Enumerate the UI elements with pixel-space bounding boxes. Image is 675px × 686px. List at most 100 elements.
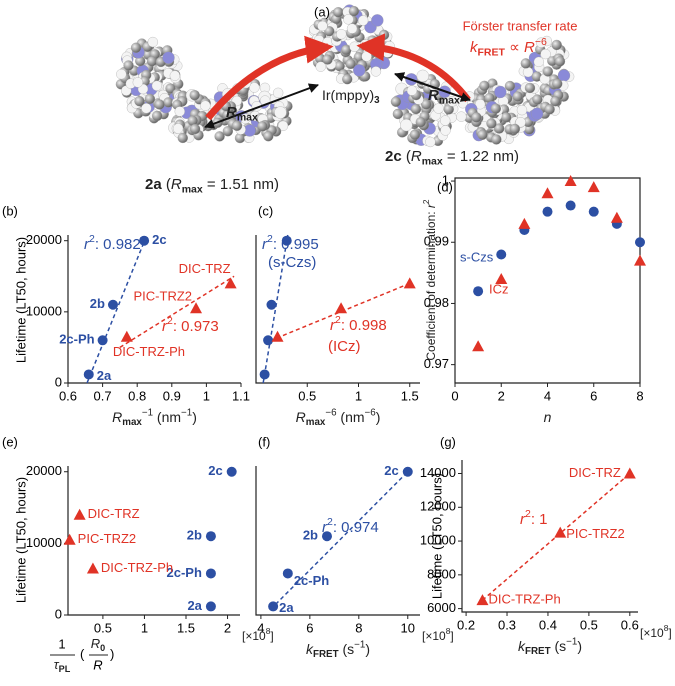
atom (471, 112, 482, 123)
atom (532, 94, 543, 105)
atom (504, 80, 516, 92)
text-part: R (171, 176, 182, 193)
y-axis-label: Lifetime (LT50, hours) (429, 473, 444, 599)
x-tick-label: 6 (590, 388, 597, 403)
atom (479, 80, 490, 91)
data-point (83, 369, 94, 380)
x-tick-label: 0.5 (580, 617, 598, 632)
text-part: k (470, 39, 479, 56)
data-point (281, 235, 292, 246)
data-point (224, 277, 237, 289)
atom (353, 64, 366, 77)
atom (544, 104, 555, 115)
text-part: −6 (365, 407, 377, 418)
x-tick-label: 0.9 (163, 388, 181, 403)
point-label: PIC-TRZ2 (566, 526, 625, 541)
atom (151, 110, 163, 122)
fraction-num: 1 (58, 636, 65, 651)
text-part: ( (162, 176, 171, 193)
atom (486, 118, 497, 129)
annotation: r2: 0.995 (262, 233, 319, 253)
data-point (97, 335, 108, 346)
data-point (107, 299, 118, 310)
x-tick-label: 1 (355, 388, 362, 403)
atom (520, 58, 531, 69)
data-point (588, 206, 599, 217)
y-tick-label: 0.99 (424, 234, 449, 249)
text-part: (s (339, 641, 355, 657)
x-tick-label: 1.1 (232, 388, 250, 403)
y-tick-label: 0 (55, 374, 62, 389)
text-part: : 0.998 (341, 317, 387, 334)
text-part: n (544, 409, 552, 425)
data-point (518, 217, 531, 229)
text-part: R (428, 87, 439, 104)
text-part: FRET (313, 649, 339, 660)
atom (132, 77, 143, 88)
text-part: R (112, 409, 122, 425)
data-point (542, 206, 553, 217)
point-label: 2a (187, 598, 202, 613)
atom (257, 121, 268, 132)
text-part: −1 (566, 636, 577, 647)
y-tick-label: 12000 (420, 499, 456, 514)
text-part: −1 (354, 639, 365, 650)
data-point (205, 531, 216, 542)
fit-line (270, 471, 409, 610)
text-part: r (520, 511, 526, 528)
fraction-den: R (93, 657, 102, 672)
text-part: R (411, 148, 422, 165)
y-tick-label: 20000 (26, 232, 62, 247)
text-part: r (262, 236, 268, 253)
atom (200, 100, 211, 111)
text-part: ] (270, 629, 273, 643)
atom (345, 58, 356, 70)
atom (516, 104, 528, 116)
data-point (266, 299, 277, 310)
text-part: : 0.973 (173, 318, 219, 335)
data-point (610, 211, 623, 223)
text-part: : 1 (531, 511, 548, 528)
distance-arrow (204, 83, 319, 129)
y-tick-label: 0.97 (424, 356, 449, 371)
data-point (496, 249, 507, 260)
data-point (472, 340, 485, 352)
x-tick-label: 6 (306, 620, 313, 635)
atom (263, 131, 274, 142)
text-part: [×10 (422, 629, 446, 643)
x-tick-label: 2 (498, 388, 505, 403)
data-point (282, 568, 293, 579)
y-tick-label: 14000 (420, 465, 456, 480)
data-point (587, 181, 600, 193)
atom (425, 136, 436, 148)
atom (515, 117, 526, 128)
atom (322, 54, 333, 65)
point-label: DIC-TRZ (88, 506, 140, 521)
x-tick-label: 4 (257, 620, 264, 635)
text-part: r (84, 236, 90, 253)
atom (154, 99, 165, 110)
text-part: 0 (100, 643, 105, 653)
text-part: 2 (525, 508, 531, 520)
fraction-num: R0 (91, 636, 105, 653)
complex-label: Ir(mppy)3 (322, 87, 380, 106)
data-point (554, 526, 567, 538)
x-axis-label: kFRET (s−1) (518, 636, 582, 657)
atom (509, 123, 521, 135)
atom (530, 107, 544, 120)
distance-label: Rmax (226, 104, 258, 123)
atom (274, 106, 287, 119)
atom (390, 96, 402, 107)
text-part: = 1.51 nm) (203, 176, 279, 193)
point-label: 2c (208, 463, 222, 478)
distance-label: Rmax (428, 87, 460, 106)
data-point (335, 302, 348, 314)
data-point (623, 467, 636, 479)
data-point (73, 508, 86, 520)
point-label: 2c-Ph (167, 565, 202, 580)
data-point (190, 302, 203, 314)
point-label: 2b (90, 296, 105, 311)
text-part: ∝ (505, 39, 524, 56)
point-label: 2a (279, 600, 294, 615)
y-tick-label: 0.98 (424, 295, 449, 310)
